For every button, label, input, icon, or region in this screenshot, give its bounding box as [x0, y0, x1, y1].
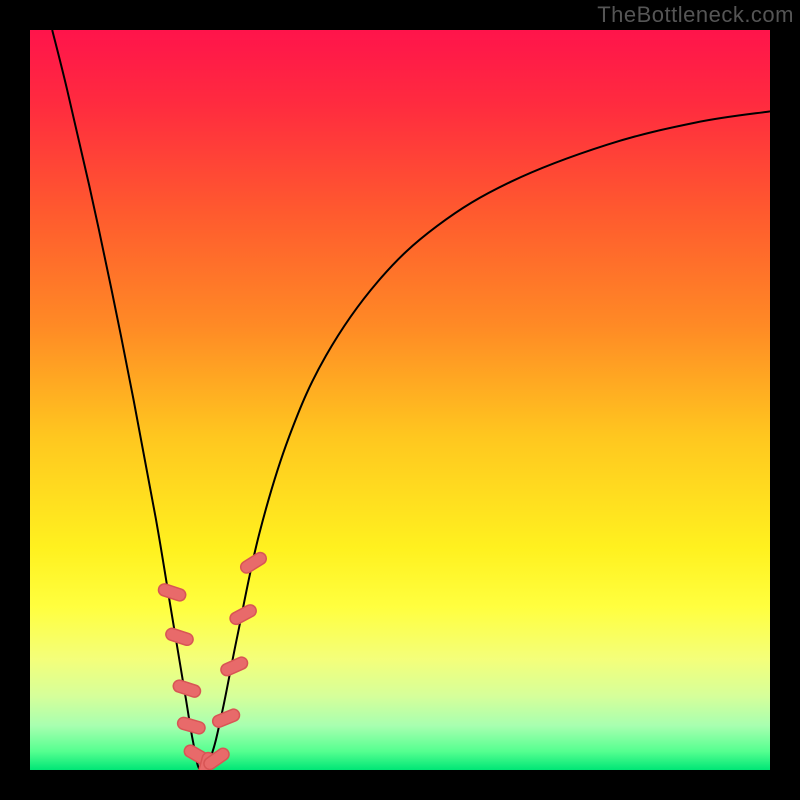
- chart-background: [30, 30, 770, 770]
- watermark-text: TheBottleneck.com: [597, 2, 794, 28]
- chart-svg: [30, 30, 770, 770]
- plot-area: [30, 30, 770, 770]
- chart-frame: TheBottleneck.com: [0, 0, 800, 800]
